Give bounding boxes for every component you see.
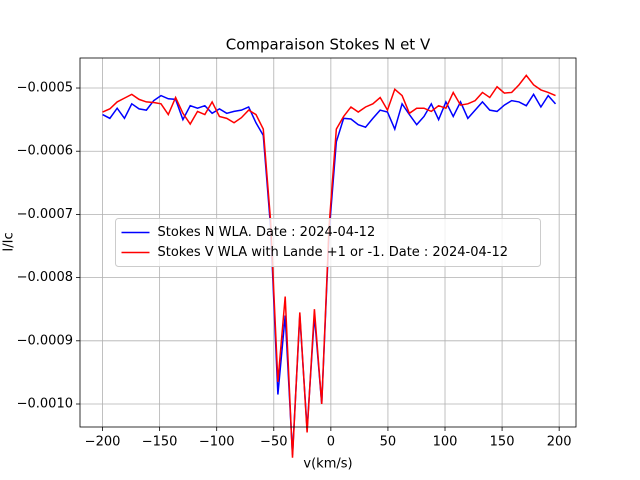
x-tick-label: −100 bbox=[199, 435, 235, 450]
legend-label: Stokes V WLA with Lande +1 or -1. Date :… bbox=[158, 245, 508, 260]
legend-box bbox=[115, 218, 541, 267]
y-tick-label: −0.0006 bbox=[17, 144, 73, 159]
y-tick-label: −0.0008 bbox=[17, 270, 73, 285]
y-tick-label: −0.0010 bbox=[17, 396, 73, 411]
y-tick-label: −0.0007 bbox=[17, 207, 73, 222]
y-tick-label: −0.0009 bbox=[17, 333, 73, 348]
x-axis-label: v(km/s) bbox=[303, 457, 352, 472]
x-tick-label: −150 bbox=[142, 435, 178, 450]
x-tick-label: 200 bbox=[547, 435, 572, 450]
legend-label: Stokes N WLA. Date : 2024-04-12 bbox=[158, 225, 376, 240]
series-line bbox=[102, 92, 557, 455]
x-tick-label: 0 bbox=[327, 435, 335, 450]
x-tick-label: 100 bbox=[433, 435, 458, 450]
x-tick-label: 150 bbox=[490, 435, 515, 450]
chart-title: Comparaison Stokes N et V bbox=[226, 36, 431, 54]
plot-frame bbox=[79, 57, 577, 428]
y-axis-label: I/Ic bbox=[2, 232, 17, 251]
x-tick-label: 50 bbox=[380, 435, 397, 450]
y-tick-label: −0.0005 bbox=[17, 81, 73, 96]
x-tick-label: −50 bbox=[260, 435, 287, 450]
x-tick-label: −200 bbox=[85, 435, 121, 450]
